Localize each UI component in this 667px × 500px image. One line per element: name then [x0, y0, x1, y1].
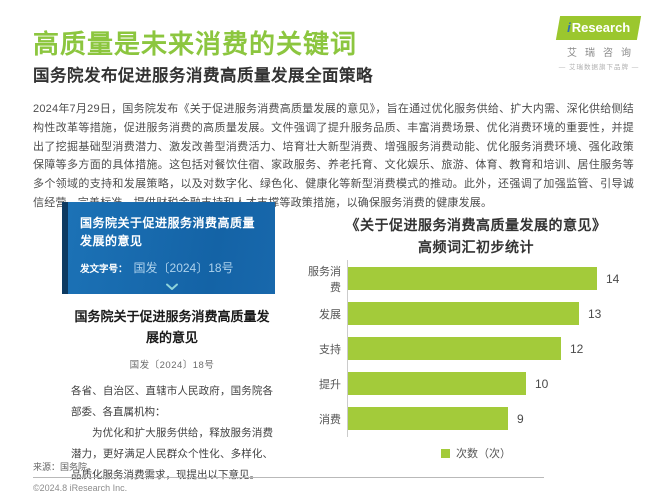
policy-card-title: 国务院关于促进服务消费高质量发展的意见 [80, 216, 256, 248]
iresearch-logo: iResearch 艾瑞咨询 — 艾瑞数据旗下品牌 — [547, 16, 651, 71]
logo-tagline: — 艾瑞数据旗下品牌 — [558, 64, 640, 71]
chart-legend: 次数（次） [300, 445, 652, 461]
value-label: 14 [606, 271, 620, 286]
logo-brand-text: Research [572, 20, 631, 35]
bar [348, 337, 561, 360]
category-label: 消费 [319, 413, 341, 426]
logo-chinese-name: 艾瑞咨询 [567, 48, 639, 59]
category-label: 服务消费 [308, 265, 341, 294]
value-label: 12 [570, 341, 584, 356]
category-label: 提升 [319, 378, 341, 391]
policy-card-doc-number: 发文字号： 国发〔2024〕18号 [80, 259, 263, 276]
chart-row: 支持 12 [300, 337, 652, 360]
category-label: 发展 [319, 308, 341, 321]
value-label: 9 [517, 411, 524, 426]
chart-y-axis-line [347, 260, 348, 437]
copyright: ©2024.8 iResearch Inc. [33, 483, 128, 493]
intro-paragraph: 2024年7月29日，国务院发布《关于促进服务消费高质量发展的意见》，旨在通过优… [33, 103, 634, 209]
chart-row: 提升 10 [300, 372, 652, 395]
document-title: 国务院关于促进服务消费高质量发展的意见 [74, 309, 270, 345]
page-title: 高质量是未来消费的关键词 [33, 29, 358, 59]
bar [348, 267, 597, 290]
page-subtitle: 国务院发布促进服务消费高质量发展全面策略 [33, 67, 373, 85]
document-preview: 国务院关于促进服务消费高质量发展的意见 国发〔2024〕18号 各省、自治区、直… [66, 306, 278, 486]
doc-number-value: 国发〔2024〕18号 [133, 261, 234, 275]
category-label: 支持 [319, 343, 341, 356]
chart-row: 消费 9 [300, 407, 652, 430]
document-body: 各省、自治区、直辖市人民政府，国务院各部委、各直属机构： 为优化和扩大服务供给，… [71, 381, 273, 486]
chart-plot-area: 服务消费 14 发展 13 支持 12 提升 10 消费 [300, 260, 652, 437]
bar [348, 407, 508, 430]
chevron-down-icon [165, 283, 179, 291]
bar-chart: 《关于促进服务消费高质量发展的意见》 高频词汇初步统计 服务消费 14 发展 1… [300, 214, 652, 461]
document-salutation: 各省、自治区、直辖市人民政府，国务院各部委、各直属机构： [71, 385, 273, 418]
chart-title-line2: 高频词汇初步统计 [418, 239, 534, 255]
chart-title: 《关于促进服务消费高质量发展的意见》 高频词汇初步统计 [300, 214, 652, 258]
value-label: 13 [588, 306, 602, 321]
value-label: 10 [535, 376, 549, 391]
legend-label: 次数（次） [456, 448, 511, 460]
bar [348, 372, 526, 395]
policy-document-card: 国务院关于促进服务消费高质量发展的意见 发文字号： 国发〔2024〕18号 [62, 202, 275, 294]
document-number: 国发〔2024〕18号 [129, 360, 215, 371]
chart-row: 服务消费 14 [300, 266, 652, 294]
doc-number-label: 发文字号： [80, 264, 128, 275]
logo-i: i [567, 20, 572, 35]
iresearch-logo-badge: iResearch [556, 16, 642, 40]
source-note: 来源：国务院。 [33, 462, 97, 472]
chart-title-line1: 《关于促进服务消费高质量发展的意见》 [345, 217, 607, 233]
chart-row: 发展 13 [300, 302, 652, 325]
bar [348, 302, 579, 325]
document-paragraph: 为优化和扩大服务供给，释放服务消费潜力，更好满足人民群众个性化、多样化、品质化服… [71, 427, 273, 481]
footer-divider [33, 477, 544, 478]
legend-swatch [441, 448, 450, 458]
